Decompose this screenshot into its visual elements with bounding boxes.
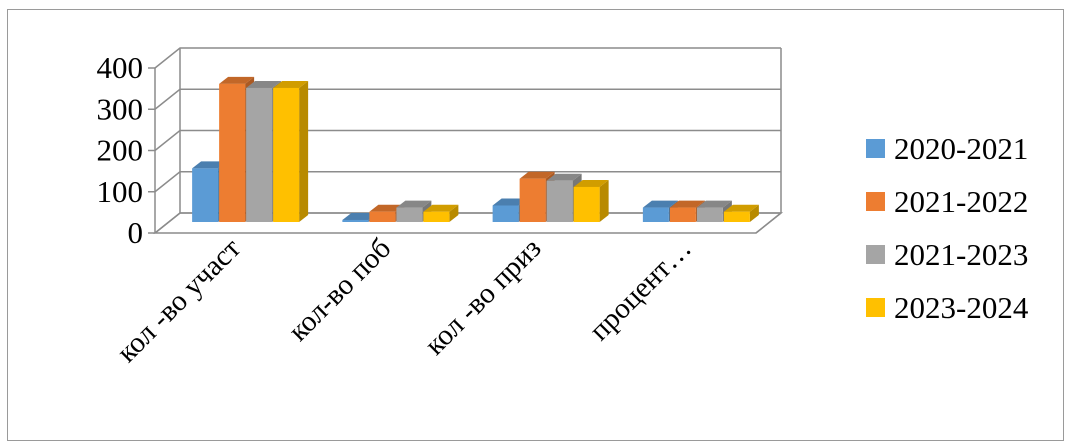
gridline (154, 171, 781, 193)
legend-label: 2021-2023 (894, 237, 1028, 272)
bar-top (696, 200, 732, 208)
y-tick-label: 200 (97, 133, 144, 168)
bar-side (299, 80, 309, 222)
bar-top (369, 204, 405, 212)
gridline (154, 47, 781, 69)
x-category-label: кол -во приз (419, 232, 548, 361)
y-tick-label: 100 (97, 174, 144, 209)
bar (573, 179, 609, 222)
bar-front (573, 186, 600, 222)
bar-top (519, 171, 555, 179)
bar-top (642, 200, 678, 208)
x-category-label: процент… (583, 232, 698, 347)
bar-front (246, 87, 273, 222)
bar-side (599, 179, 609, 222)
legend-swatch (866, 245, 885, 264)
gridline (154, 88, 781, 110)
bar (423, 204, 459, 222)
bar-top (342, 212, 378, 220)
bar-front (342, 219, 369, 222)
bar-top (246, 80, 282, 88)
bar-top (219, 76, 255, 84)
bar-top (396, 200, 432, 208)
x-axis-labels: кол -во участ кол-во поб кол -во приз проце… (111, 232, 698, 369)
bar-front (492, 205, 519, 222)
legend-item: 2020-2021 (866, 131, 1028, 166)
bar-front (273, 87, 300, 222)
bar-front (723, 211, 750, 222)
bar-front (642, 207, 669, 222)
bars (192, 76, 759, 222)
bar-front (219, 83, 246, 222)
legend: 2020-2021 2021-2022 2021-2023 2023-2024 (866, 131, 1029, 325)
bar-side (749, 204, 759, 222)
bar-front (696, 207, 723, 222)
y-tick-label: 300 (97, 91, 144, 126)
bar-top (546, 173, 582, 181)
y-tick-label: 400 (97, 50, 144, 85)
bar-top (669, 200, 705, 208)
bar-top (273, 80, 309, 88)
legend-swatch (866, 298, 885, 317)
bar-top (492, 198, 528, 206)
bar-front (423, 211, 450, 222)
legend-label: 2021-2022 (894, 184, 1028, 219)
bar-front (546, 180, 573, 222)
bar (642, 200, 678, 222)
y-tick-label: 0 (128, 215, 144, 250)
legend-item: 2021-2023 (866, 237, 1028, 272)
x-category-label: кол -во участ (111, 232, 248, 369)
gridline (154, 129, 781, 152)
bar (273, 80, 309, 222)
bar-front (396, 207, 423, 222)
x-category-label: кол-во поб (282, 232, 397, 347)
bar (723, 204, 759, 222)
bar-front (519, 178, 546, 222)
legend-swatch (866, 192, 885, 211)
bar (669, 200, 705, 222)
bar-top (192, 161, 228, 169)
legend-swatch (866, 139, 885, 158)
legend-label: 2020-2021 (894, 131, 1028, 166)
bar-side (449, 204, 459, 222)
bar-top (573, 179, 609, 187)
legend-item: 2023-2024 (866, 290, 1029, 325)
bar-front (669, 207, 696, 222)
bar-front (369, 211, 396, 222)
bar-top (723, 204, 759, 212)
bar-top (423, 204, 459, 212)
bar-front (192, 168, 219, 222)
floor-right-edge (755, 212, 782, 234)
legend-item: 2021-2022 (866, 184, 1028, 219)
legend-label: 2023-2024 (894, 290, 1029, 325)
y-axis-ticks: 0 100 200 300 400 (97, 50, 144, 250)
